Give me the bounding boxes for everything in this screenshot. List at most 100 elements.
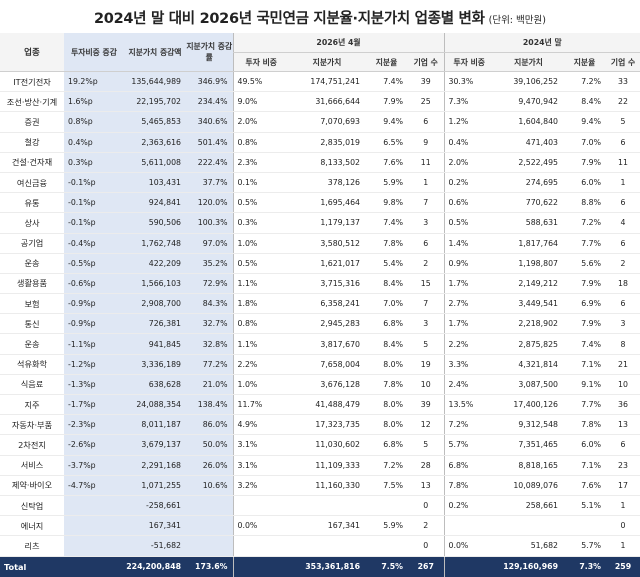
total-row: Total 224,200,848 173.6% 353,361,816 7.5% 267… [0, 556, 640, 577]
cell-stake-value-2026: 2,835,019 [289, 132, 365, 153]
cell-value-change-rate: 50.0% [186, 434, 233, 456]
cell-stake-value-2026: 378,126 [289, 172, 365, 194]
cell-sector: IT전기전자 [0, 71, 64, 93]
cell-inv-weight-change: -4.7%p [64, 475, 124, 496]
cell-stake-value-2024: 10,089,076 [494, 475, 563, 496]
cell-inv-weight-change [64, 556, 124, 577]
cell-stake-ratio-2024: 5.1% [563, 495, 606, 517]
cell-value-change-rate: 234.4% [186, 91, 233, 113]
cell-value-change-amount: 167,341 [124, 515, 186, 537]
cell-stake-ratio-2026: 6.8% [365, 434, 408, 456]
cell-stake-value-2024: 9,470,942 [494, 91, 563, 113]
cell-firm-count-2026: 15 [408, 273, 444, 295]
cell-inv-weight-2026: 4.9% [232, 414, 289, 436]
cell-stake-ratio-2026: 7.2% [365, 455, 408, 476]
cell-value-change-amount: 3,336,189 [124, 354, 186, 375]
cell-stake-value-2026 [289, 495, 365, 517]
cell-inv-weight-change: 0.4%p [64, 132, 124, 153]
cell-inv-weight-2024: 0.4% [443, 132, 494, 153]
table-row: 에너지 167,341 0.0% 167,341 5.9% 2 0 [0, 515, 640, 537]
cell-inv-weight-2026: 49.5% [232, 71, 289, 93]
cell-stake-ratio-2024: 6.0% [563, 434, 606, 456]
cell-stake-value-2026: 1,179,137 [289, 212, 365, 234]
cell-firm-count-2026: 28 [408, 455, 444, 476]
cell-firm-count-2026: 6 [408, 233, 444, 254]
table-row: 식음료 -1.3%p 638,628 21.0% 1.0% 3,676,128 7.8% 10… [0, 374, 640, 396]
cell-value-change-rate: 35.2% [186, 253, 233, 274]
header-value-change-amount: 지분가치 증감액 [124, 33, 186, 72]
table-row: 증권 0.8%p 5,465,853 340.6% 2.0% 7,070,693 9.4% 6… [0, 111, 640, 133]
cell-value-change-rate: 138.4% [186, 394, 233, 416]
cell-inv-weight-2024: 7.2% [443, 414, 494, 436]
cell-sector: 석유화학 [0, 354, 64, 375]
cell-value-change-amount: 5,465,853 [124, 111, 186, 133]
cell-stake-value-2026: 3,580,512 [289, 233, 365, 254]
cell-inv-weight-change: -1.1%p [64, 333, 124, 355]
cell-stake-ratio-2024: 9.4% [563, 111, 606, 133]
cell-value-change-rate: 501.4% [186, 132, 233, 153]
cell-inv-weight-2024: 2.0% [443, 152, 494, 173]
cell-firm-count-2024: 6 [606, 132, 640, 153]
cell-value-change-amount: 8,011,187 [124, 414, 186, 436]
cell-sector: 자동차·부품 [0, 414, 64, 436]
header-group-2026: 2026년 4월 [232, 33, 444, 53]
cell-firm-count-2024: 36 [606, 394, 640, 416]
cell-firm-count-2024: 11 [606, 152, 640, 173]
cell-firm-count-2026: 6 [408, 111, 444, 133]
cell-value-change-amount: 1,566,103 [124, 273, 186, 295]
cell-firm-count-2024: 6 [606, 434, 640, 456]
header-inv-weight-2026: 투자 비중 [232, 52, 289, 72]
cell-inv-weight-change: -0.9%p [64, 293, 124, 315]
cell-value-change-amount: 638,628 [124, 374, 186, 396]
cell-firm-count-2024: 1 [606, 172, 640, 194]
cell-stake-value-2026: 8,133,502 [289, 152, 365, 173]
cell-value-change-rate: 26.0% [186, 455, 233, 476]
cell-inv-weight-change: -1.7%p [64, 394, 124, 416]
table-row: 2차전지 -2.6%p 3,679,137 50.0% 3.1% 11,030,602 6.… [0, 434, 640, 456]
cell-inv-weight-change: 0.8%p [64, 111, 124, 133]
cell-sector: 운송 [0, 333, 64, 355]
cell-firm-count-2024: 10 [606, 374, 640, 396]
cell-inv-weight-2024: 1.4% [443, 233, 494, 254]
cell-inv-weight-change: -0.4%p [64, 233, 124, 254]
cell-stake-ratio-2026: 7.4% [365, 71, 408, 93]
cell-stake-ratio-2024: 7.1% [563, 354, 606, 375]
cell-stake-ratio-2024: 5.7% [563, 535, 606, 557]
table-row: 보험 -0.9%p 2,908,700 84.3% 1.8% 6,358,241 7.0% 7… [0, 293, 640, 315]
cell-stake-ratio-2026: 8.0% [365, 414, 408, 436]
cell-stake-value-2024: 258,661 [494, 495, 563, 517]
cell-value-change-rate: 173.6% [186, 556, 233, 577]
cell-firm-count-2024: 13 [606, 414, 640, 436]
cell-firm-count-2026: 2 [408, 253, 444, 274]
cell-sector: Total [0, 556, 64, 577]
cell-stake-value-2026: 17,323,735 [289, 414, 365, 436]
cell-stake-value-2024: 2,875,825 [494, 333, 563, 355]
cell-inv-weight-2026: 0.5% [232, 253, 289, 274]
cell-value-change-rate: 346.9% [186, 71, 233, 93]
cell-inv-weight-change: -0.9%p [64, 313, 124, 335]
cell-value-change-amount: 2,908,700 [124, 293, 186, 315]
cell-firm-count-2026: 5 [408, 434, 444, 456]
cell-stake-ratio-2026: 8.4% [365, 273, 408, 295]
cell-inv-weight-2026: 0.3% [232, 212, 289, 234]
cell-value-change-rate [186, 495, 233, 517]
cell-inv-weight-change: -1.2%p [64, 354, 124, 375]
cell-stake-ratio-2026: 9.8% [365, 192, 408, 214]
cell-stake-ratio-2024: 8.4% [563, 91, 606, 113]
cell-stake-ratio-2024: 7.9% [563, 273, 606, 295]
cell-stake-ratio-2026: 8.0% [365, 394, 408, 416]
header-stake-value-2026: 지분가치 [289, 52, 365, 72]
cell-sector: 지주 [0, 394, 64, 416]
header-group-2024: 2024년 말 [443, 33, 640, 53]
cell-value-change-rate: 340.6% [186, 111, 233, 133]
cell-firm-count-2024: 5 [606, 111, 640, 133]
cell-value-change-rate: 86.0% [186, 414, 233, 436]
cell-inv-weight-2026: 2.2% [232, 354, 289, 375]
cell-value-change-amount: 941,845 [124, 333, 186, 355]
table-row: 여신금융 -0.1%p 103,431 37.7% 0.1% 378,126 5.9% 1 0.… [0, 172, 640, 194]
page-title: 2024년 말 대비 2026년 국민연금 지분율·지분가치 업종별 변화 [94, 11, 485, 27]
cell-inv-weight-change: 19.2%p [64, 71, 124, 93]
cell-firm-count-2024: 17 [606, 475, 640, 496]
table-row: 지주 -1.7%p 24,088,354 138.4% 11.7% 41,488,479 8… [0, 394, 640, 416]
cell-value-change-amount: 3,679,137 [124, 434, 186, 456]
